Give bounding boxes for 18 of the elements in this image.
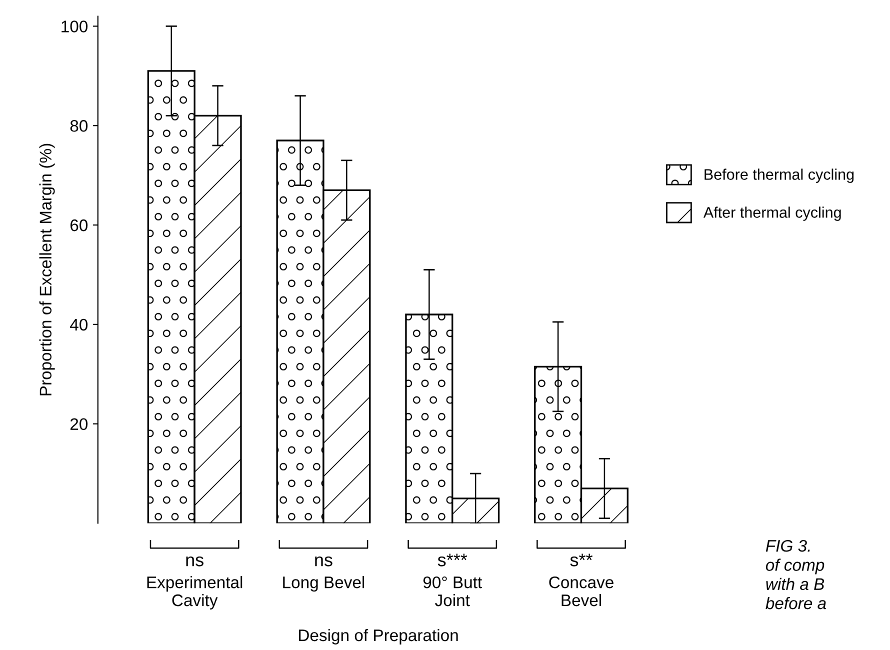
y-tick-label: 80 xyxy=(70,120,88,132)
y-tick-label: 40 xyxy=(70,318,88,331)
x-tick-label: 90° Butt Joint xyxy=(423,576,482,606)
text: s*** xyxy=(438,554,468,566)
y-tick-label: 60 xyxy=(70,219,88,232)
x-tick-label: Concave Bevel xyxy=(549,576,614,606)
x-tick-label: Experimental Cavity xyxy=(147,576,242,610)
x-axis-title: Design of Preparation xyxy=(299,628,458,644)
text: ns xyxy=(186,556,204,566)
y-tick-label: 20 xyxy=(70,418,88,430)
legend-label: After thermal cycling xyxy=(703,206,841,221)
text: s** xyxy=(570,554,593,566)
caption: FIG 3. of comp with a B before a xyxy=(766,540,826,610)
text: ns xyxy=(315,556,332,566)
y-tick-label: 100 xyxy=(62,20,88,32)
legend-label: Before thermal cycling xyxy=(704,168,854,183)
x-tick-label: Long Bevel xyxy=(283,576,364,592)
y-axis-title: Proportion of Excellent Margin (%) xyxy=(39,144,55,396)
